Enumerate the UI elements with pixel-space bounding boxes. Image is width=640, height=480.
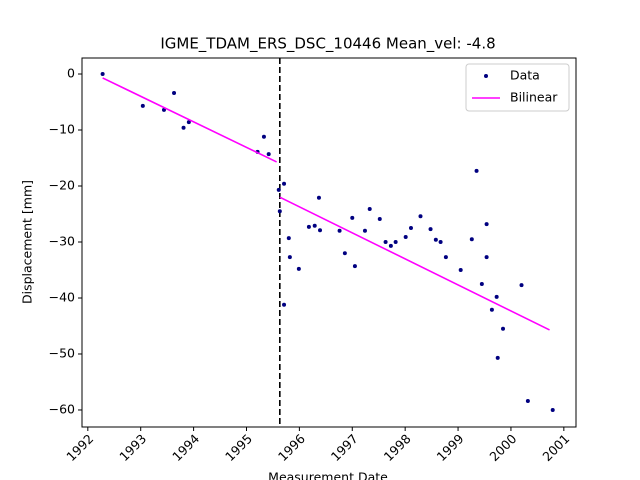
data-point <box>266 152 271 157</box>
legend-box <box>465 63 570 112</box>
data-point <box>383 239 388 244</box>
data-point <box>287 255 292 260</box>
y-tick-label: −30 <box>49 233 75 248</box>
line <box>102 77 550 331</box>
data-point <box>393 239 398 244</box>
data-point <box>276 187 281 192</box>
data-point <box>337 228 342 233</box>
data-point <box>495 355 500 360</box>
data-point <box>418 214 423 219</box>
x-tick-label: 1995 <box>222 431 255 464</box>
x-tick-label: 1996 <box>275 431 308 464</box>
data-point <box>318 228 323 233</box>
data-point <box>282 302 287 307</box>
data-point <box>428 227 433 232</box>
x-tick-label: 1992 <box>63 431 96 464</box>
data-point <box>181 125 186 130</box>
data-point <box>443 255 448 260</box>
data-point <box>479 281 484 286</box>
data-point <box>367 206 372 211</box>
data-point <box>261 134 266 139</box>
data-point <box>519 283 524 288</box>
data-point <box>408 225 413 230</box>
y-tick-label: −50 <box>49 345 75 360</box>
data-point <box>484 222 489 227</box>
data-point <box>403 234 408 239</box>
data-point <box>316 195 321 200</box>
data-point <box>282 181 287 186</box>
data-point <box>458 267 463 272</box>
y-tick-label: 0 <box>67 66 75 81</box>
data-point <box>277 209 282 214</box>
x-tick-label: 1998 <box>381 431 414 464</box>
data-point <box>474 168 479 173</box>
x-tick-label: 1994 <box>169 431 202 464</box>
legend-label: Data <box>510 68 540 83</box>
data-point <box>186 120 191 125</box>
data-point <box>433 237 438 242</box>
data-point <box>469 237 474 242</box>
x-tick-label: 2001 <box>539 431 572 464</box>
data-point <box>438 239 443 244</box>
x-tick-label: 1997 <box>328 431 361 464</box>
data-point <box>352 264 357 269</box>
data-point <box>525 399 530 404</box>
x-tick-label: 2000 <box>486 431 519 464</box>
data-point <box>494 294 499 299</box>
y-tick-label: −20 <box>49 178 75 193</box>
data-point <box>296 266 301 271</box>
data-point <box>377 217 382 222</box>
legend-label: Bilinear <box>510 90 558 105</box>
data-point <box>388 243 393 248</box>
plot-frame <box>81 57 577 428</box>
y-tick-label: −10 <box>49 122 75 137</box>
data-point <box>172 91 177 96</box>
data-point <box>484 255 489 260</box>
data-point <box>550 407 555 412</box>
data-point <box>286 236 291 241</box>
data-point <box>140 103 145 108</box>
y-tick-label: −40 <box>49 289 75 304</box>
y-axis-label: Displacement [mm] <box>20 180 35 304</box>
data-point <box>362 228 367 233</box>
x-axis-label: Measurement Date <box>268 470 388 480</box>
y-tick-label: −60 <box>49 401 75 416</box>
chart-title: IGME_TDAM_ERS_DSC_10446 Mean_vel: -4.8 <box>160 35 495 54</box>
data-point <box>350 215 355 220</box>
data-point <box>100 72 105 77</box>
x-tick-label: 1999 <box>434 431 467 464</box>
x-tick-label: 1993 <box>116 431 149 464</box>
legend-marker <box>484 74 488 78</box>
data-point <box>342 251 347 256</box>
data-point <box>312 223 317 228</box>
data-point <box>489 307 494 312</box>
data-point <box>501 326 506 331</box>
data-point <box>306 224 311 229</box>
